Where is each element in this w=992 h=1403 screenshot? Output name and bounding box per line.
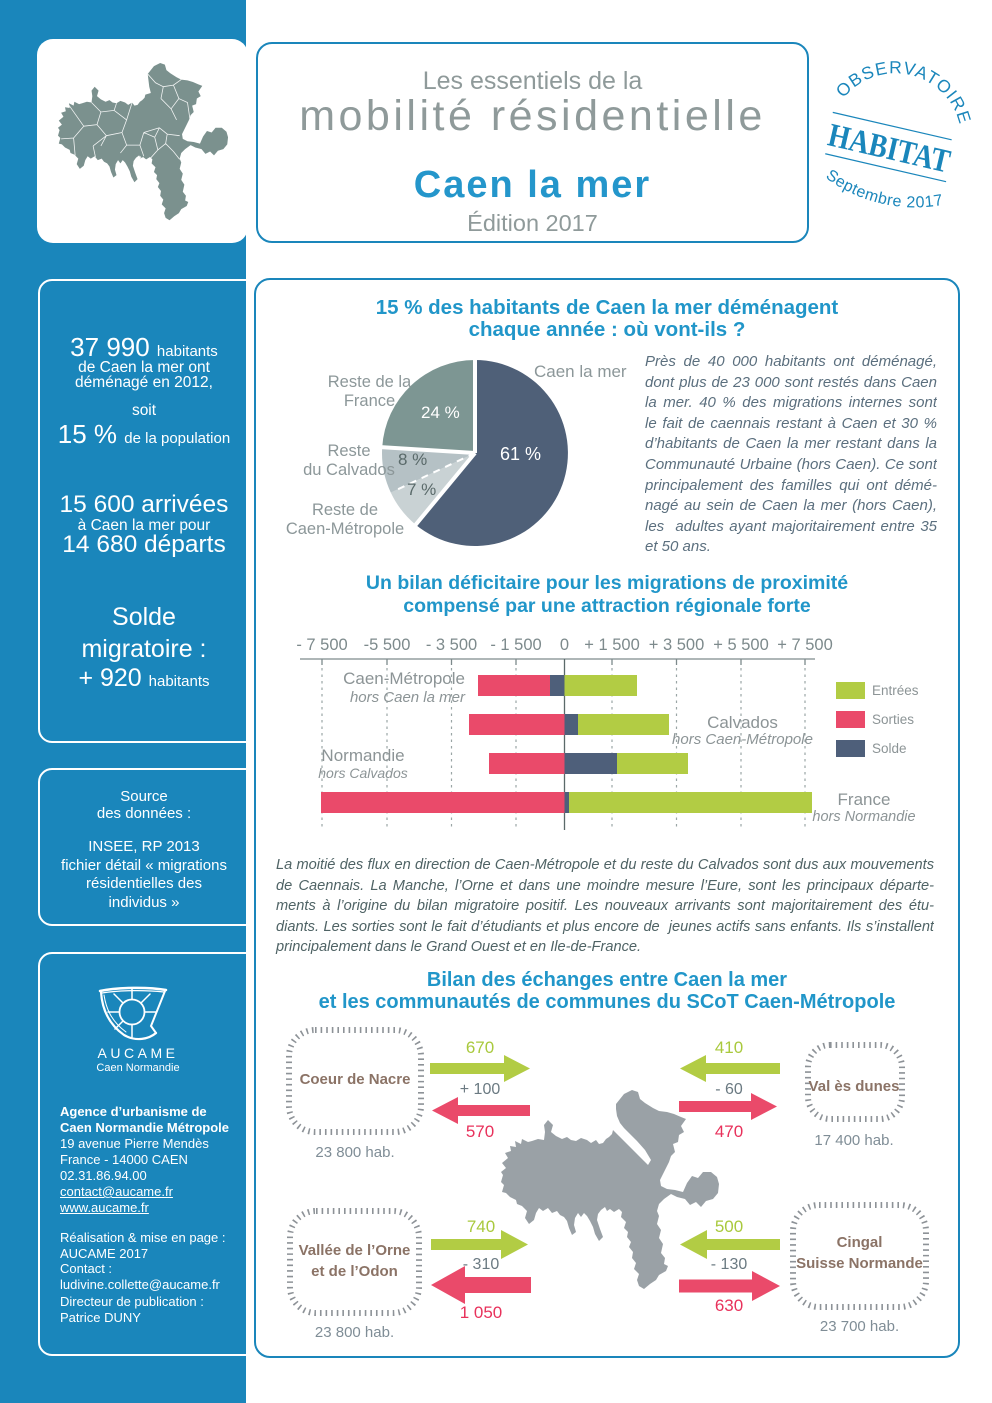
svg-text:- 3 500: - 3 500 [426, 636, 477, 654]
svg-text:-5 500: -5 500 [364, 636, 411, 654]
svg-text:+ 5 500: + 5 500 [713, 636, 769, 654]
svg-text:+ 3 500: + 3 500 [649, 636, 705, 654]
svg-text:- 1 500: - 1 500 [490, 636, 541, 654]
svg-text:- 7 500: - 7 500 [296, 636, 347, 654]
svg-text:0: 0 [560, 636, 569, 654]
svg-text:+ 7 500: + 7 500 [777, 636, 833, 654]
svg-text:OBSERVATOIRE: OBSERVATOIRE [829, 57, 980, 130]
svg-text:+ 1 500: + 1 500 [584, 636, 640, 654]
svg-text:HABITAT: HABITAT [825, 117, 954, 180]
